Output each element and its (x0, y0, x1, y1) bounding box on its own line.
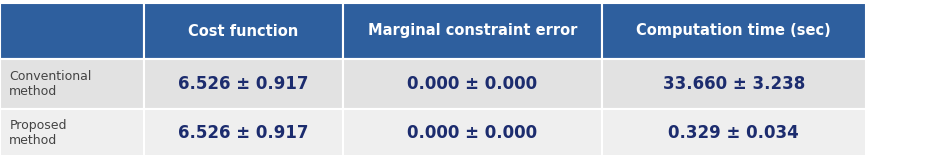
Bar (0, 3, 144, 59)
Bar (343, 108, 602, 155)
Bar (0, 108, 144, 155)
Text: 6.526 ± 0.917: 6.526 ± 0.917 (178, 75, 308, 93)
Text: 0.000 ± 0.000: 0.000 ± 0.000 (407, 75, 537, 93)
Bar (0, 59, 144, 108)
Text: Proposed
method: Proposed method (9, 119, 67, 147)
Text: 0.000 ± 0.000: 0.000 ± 0.000 (407, 124, 537, 142)
Text: 6.526 ± 0.917: 6.526 ± 0.917 (178, 124, 308, 142)
Bar (343, 59, 602, 108)
Bar (144, 108, 343, 155)
Bar (144, 59, 343, 108)
Text: Conventional
method: Conventional method (9, 70, 92, 98)
Text: Computation time (sec): Computation time (sec) (636, 24, 832, 38)
Bar (602, 59, 866, 108)
Text: 0.329 ± 0.034: 0.329 ± 0.034 (669, 124, 799, 142)
Bar (602, 3, 866, 59)
Text: 33.660 ± 3.238: 33.660 ± 3.238 (663, 75, 805, 93)
Text: Cost function: Cost function (188, 24, 298, 38)
Bar (144, 3, 343, 59)
Bar (343, 3, 602, 59)
Text: Marginal constraint error: Marginal constraint error (368, 24, 577, 38)
Bar (602, 108, 866, 155)
